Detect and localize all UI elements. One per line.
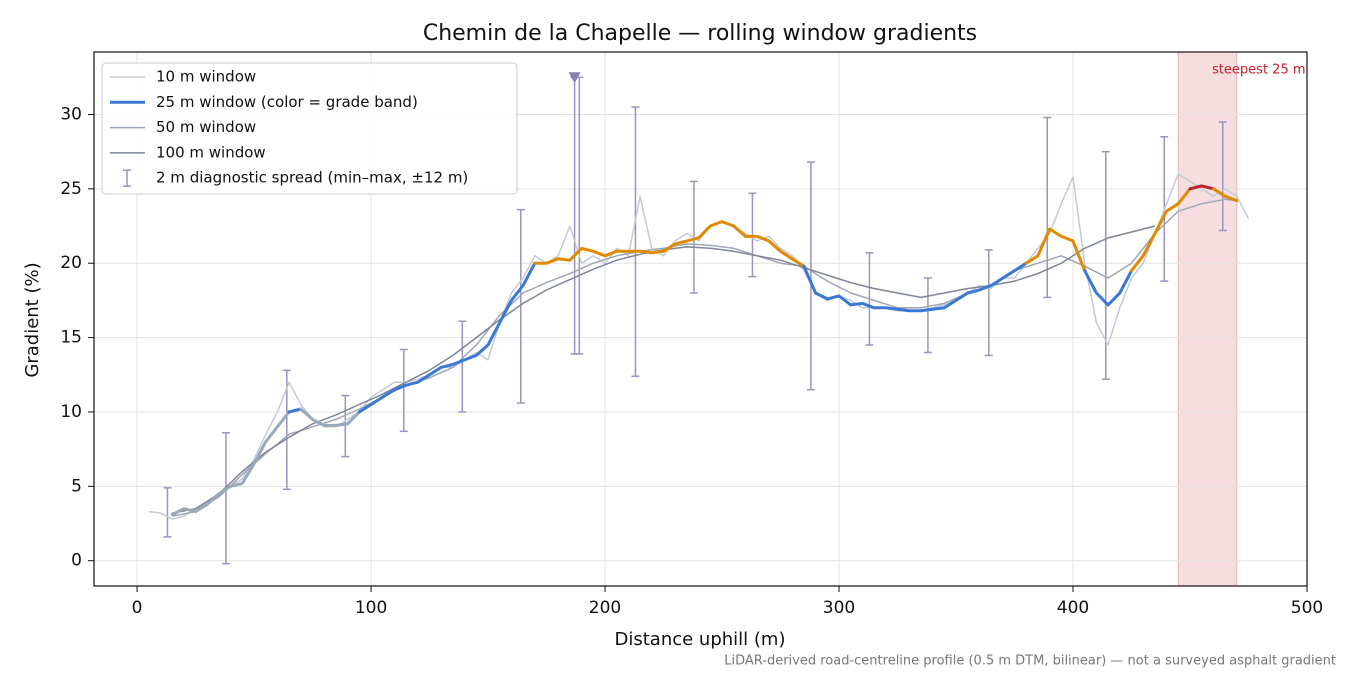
legend-label: 10 m window	[156, 68, 256, 86]
highlight-label: steepest 25 m	[1212, 63, 1305, 78]
y-tick-label: 0	[71, 551, 82, 571]
spread-bar	[221, 432, 230, 565]
series-line	[172, 198, 1237, 517]
y-tick-label: 30	[60, 104, 82, 124]
x-tick-label: 300	[823, 598, 855, 618]
y-tick-label: 5	[71, 476, 82, 496]
series-line-segment	[1130, 187, 1192, 273]
y-axis-label: Gradient (%)	[22, 262, 43, 377]
series-line-segment	[1083, 269, 1133, 307]
series-line-segment	[1188, 184, 1215, 191]
plot-area: 0 100 200 300 400 500 0 5 10 15 20 25 30 steepest 25 …	[60, 51, 1323, 618]
footnote: LiDAR-derived road-centreline profile (0…	[724, 654, 1336, 669]
spread-bar	[516, 208, 525, 404]
spread-bar	[282, 369, 291, 491]
legend-label: 25 m window (color = grade band)	[156, 93, 418, 111]
spread-bar	[399, 348, 408, 433]
spread-bar	[984, 249, 993, 357]
series-line-segment	[287, 407, 303, 414]
chart-title: Chemin de la Chapelle — rolling window g…	[423, 21, 977, 46]
legend-label: 2 m diagnostic spread (min–max, ±12 m)	[156, 169, 468, 187]
legend-label: 50 m window	[156, 118, 256, 136]
series-line-segment	[802, 261, 1028, 313]
series-line-segment	[1024, 227, 1087, 273]
spread-bar	[631, 106, 640, 378]
spread-bar	[1218, 121, 1227, 232]
legend-label: 100 m window	[156, 143, 266, 161]
y-tick-label: 10	[60, 402, 82, 422]
y-tick-label: 20	[60, 253, 82, 273]
x-tick-label: 200	[589, 598, 621, 618]
spread-bar	[806, 161, 815, 391]
spread-bar	[458, 320, 467, 413]
series-line-segment	[533, 220, 806, 268]
x-tick-label: 0	[132, 598, 143, 618]
series-line-segment	[299, 407, 361, 427]
x-tick-label: 100	[355, 598, 387, 618]
legend: 10 m window 25 m window (color = grade ba…	[101, 62, 518, 195]
spread-bar	[163, 487, 172, 538]
axes-frame	[93, 51, 1308, 587]
clipped-marker	[568, 72, 581, 84]
spread-bar	[923, 277, 932, 354]
series-line-segment	[1211, 187, 1239, 203]
spread-bar	[341, 394, 350, 458]
spread-bar	[1043, 116, 1052, 299]
legend-box	[101, 62, 518, 195]
y-tick-label: 25	[60, 179, 82, 199]
highlight-span	[1177, 51, 1238, 587]
series-line-segment	[170, 410, 291, 517]
x-tick-label: 400	[1057, 598, 1089, 618]
series-line-segment	[357, 261, 537, 414]
x-axis-label: Distance uphill (m)	[615, 629, 786, 650]
x-tick-label: 500	[1291, 598, 1323, 618]
y-tick-label: 15	[60, 328, 82, 348]
